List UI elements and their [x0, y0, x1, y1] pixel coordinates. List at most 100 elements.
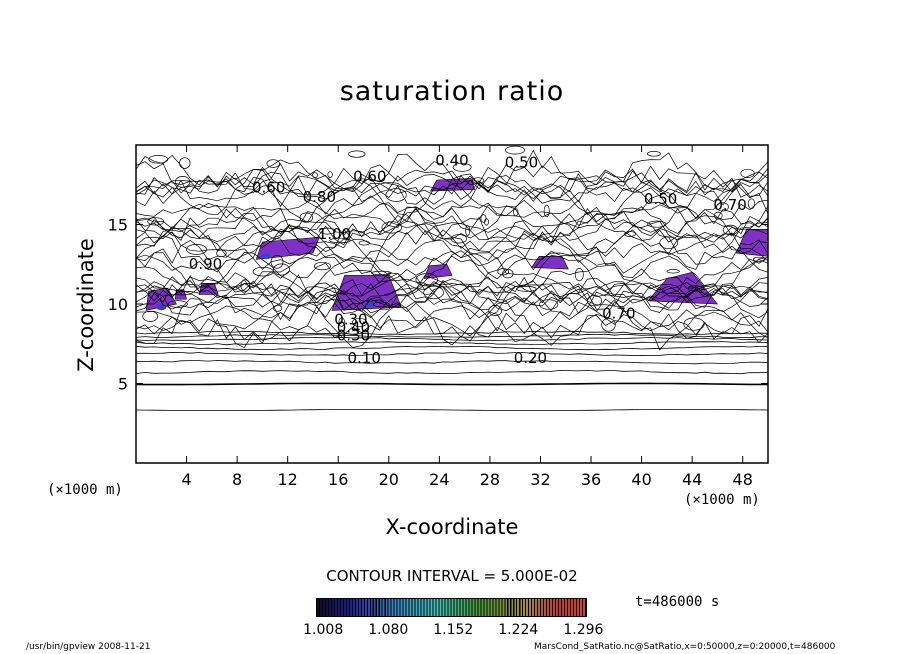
contour-loop	[497, 268, 510, 276]
contour-line	[135, 286, 769, 313]
contour-loop	[747, 198, 756, 209]
x-tick-label: 32	[530, 470, 550, 489]
x-axis-label: X-coordinate	[385, 515, 519, 539]
contour-line	[135, 177, 769, 215]
high-ratio-core	[156, 304, 167, 311]
contour-line	[135, 194, 769, 238]
x-axis-ticks: 4 8 12 16 20 24 28 32 36 40 44 48	[181, 145, 753, 489]
x-unit-label-right: (×1000 m)	[684, 492, 760, 508]
contour-loop	[372, 301, 390, 308]
contour-loop	[740, 168, 755, 178]
contour-line	[135, 161, 769, 194]
contour-line	[135, 409, 769, 411]
contour-label: 0.70	[713, 196, 746, 214]
contour-label: 0.90	[189, 255, 222, 273]
contour-loop	[167, 300, 188, 308]
footer-source: MarsCond_SatRatio.nc@SatRatio,x=0:50000,…	[534, 642, 836, 652]
footer-program-date: /usr/bin/gpview 2008-11-21	[26, 642, 151, 652]
x-unit-label-left: (×1000 m)	[47, 482, 123, 498]
contour-loop	[516, 286, 537, 292]
contour-loop	[415, 273, 438, 287]
contour-loop	[270, 255, 284, 269]
x-tick-label: 24	[429, 470, 449, 489]
high-ratio-core	[364, 301, 375, 307]
contour-line	[135, 169, 769, 196]
x-tick-label: 8	[232, 470, 242, 489]
contour-label: 0.50	[644, 190, 677, 208]
contour-loop	[722, 224, 739, 236]
contour-line	[135, 217, 769, 243]
contour-loop	[601, 318, 616, 332]
contour-line	[135, 206, 769, 250]
x-tick-label: 4	[181, 470, 191, 489]
contour-line	[135, 360, 769, 365]
contour-loop	[471, 177, 485, 184]
contour-loop	[216, 249, 227, 258]
contour-loop	[716, 202, 729, 212]
contour-loop	[142, 310, 159, 322]
contour-line	[135, 262, 768, 297]
contour-loop	[174, 176, 191, 188]
time-label: t=486000 s	[635, 594, 720, 610]
contour-loop	[450, 234, 468, 244]
contour-line	[135, 208, 769, 254]
colorbar	[316, 598, 587, 617]
contour-label: 0.70	[602, 304, 635, 322]
x-tick-label: 28	[480, 470, 500, 489]
contour-label: 0.60	[252, 179, 285, 197]
contour-loop	[452, 162, 472, 172]
contour-line	[135, 276, 769, 308]
y-axis-label: Z-coordinate	[74, 238, 98, 372]
contour-loop	[687, 285, 705, 292]
contour-label: 0.20	[514, 349, 547, 367]
contour-loop	[488, 305, 503, 316]
contour-loop	[313, 261, 331, 271]
y-axis-ticks: 5 10 15	[108, 216, 768, 394]
contour-loop	[513, 208, 519, 217]
contour-loop	[574, 268, 584, 282]
contour-loop	[312, 172, 318, 178]
contour-loop	[348, 150, 366, 158]
colorbar-tick-label: 1.152	[433, 622, 474, 638]
contour-line	[135, 175, 769, 206]
x-tick-label: 48	[733, 470, 753, 489]
contour-loop	[338, 317, 345, 327]
x-tick-label: 12	[278, 470, 298, 489]
contour-loop	[319, 227, 336, 235]
contour-label: 0.50	[505, 153, 538, 171]
contour-lines	[135, 145, 769, 411]
contour-loop	[385, 188, 407, 202]
contour-loop	[713, 211, 723, 220]
contour-label: 1.00	[318, 225, 351, 243]
contour-line	[135, 167, 769, 208]
y-tick-label: 15	[108, 216, 128, 235]
contour-line	[135, 292, 769, 340]
y-tick-label: 10	[108, 295, 128, 314]
contour-loop	[240, 279, 251, 292]
contour-loop	[659, 236, 679, 250]
contour-line	[135, 276, 769, 321]
contour-loop	[647, 151, 661, 157]
contour-line	[135, 336, 769, 342]
contour-line	[135, 274, 769, 318]
contour-loop	[148, 155, 169, 164]
contour-loop	[683, 317, 705, 331]
contour-loop	[351, 317, 368, 328]
contour-line	[135, 218, 769, 265]
contour-line	[135, 177, 769, 223]
contour-loop	[647, 220, 667, 228]
contour-line	[135, 277, 769, 305]
contour-line	[135, 298, 769, 351]
contour-loop	[586, 295, 603, 307]
colorbar-tick-label: 1.224	[498, 622, 539, 638]
contour-line	[135, 314, 769, 344]
contour-line	[135, 199, 769, 222]
contour-loop	[624, 231, 636, 237]
contour-loop	[252, 266, 274, 277]
contour-line	[135, 330, 768, 336]
contour-loop	[666, 269, 680, 274]
supersaturated-region	[647, 271, 719, 305]
contour-loop	[752, 256, 766, 262]
contour-label: 0.10	[347, 349, 380, 367]
